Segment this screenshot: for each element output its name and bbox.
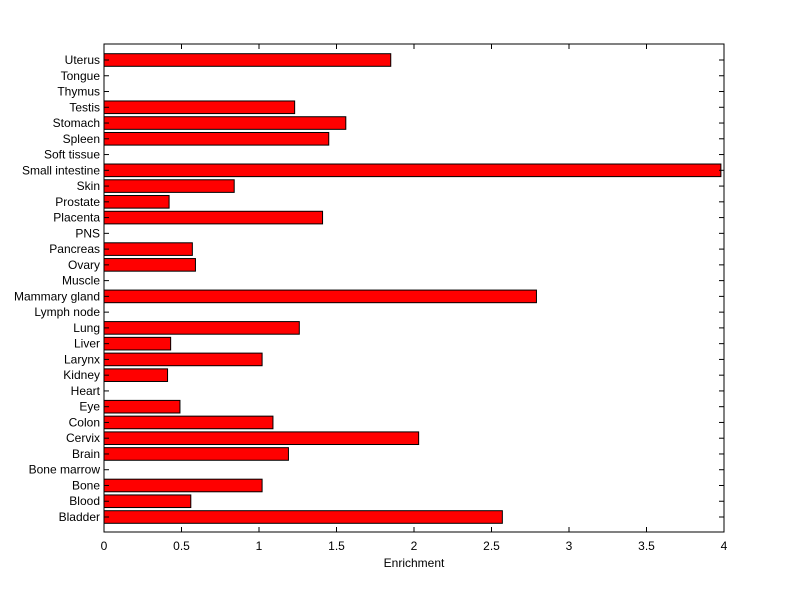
y-tick-label: Mammary gland [14,289,100,303]
bar-larynx [103,352,263,367]
bar-mammary-gland [103,289,537,304]
y-tick-label: Stomach [53,116,100,130]
y-tick-label: Prostate [55,195,100,209]
bar-spleen [103,131,330,146]
bar-brain [103,447,289,461]
x-axis-ticks: 0 0.5 1 1.5 2 2.5 3 3.5 4 [101,44,728,553]
y-tick-label: PNS [75,226,100,240]
y-tick-label: Liver [74,337,100,351]
x-tick-label: 0 [101,539,108,553]
bar-stomach [103,116,347,130]
x-tick-label: 2 [411,539,418,553]
bar-bone [103,478,263,493]
x-tick-label: 1 [256,539,263,553]
bar-kidney [103,368,169,382]
y-tick-label: Blood [69,494,100,508]
bar-eye [103,399,181,414]
x-tick-label: 2.5 [483,539,500,553]
y-tick-label: Bone [72,478,100,492]
y-tick-label: Ovary [68,258,100,272]
y-tick-label: Testis [69,100,100,114]
y-tick-label: Larynx [64,352,100,366]
y-tick-label: Colon [69,415,100,429]
y-tick-label: Uterus [65,53,100,67]
plot-frame [103,43,725,533]
y-tick-label: Bladder [59,510,100,524]
y-tick-label: Cervix [66,431,100,445]
x-tick-label: 4 [721,539,728,553]
bar-lung [103,321,300,335]
y-tick-label: Lymph node [34,305,100,319]
y-tick-label: Small intestine [22,163,100,177]
bar-skin [103,179,235,193]
bar-uterus [103,53,392,67]
x-axis-title: Enrichment [384,556,445,570]
y-tick-label: Muscle [62,274,100,288]
bar-cervix [103,431,420,446]
x-tick-label: 0.5 [173,539,190,553]
bar-ovary [103,258,196,272]
bar-blood [103,494,192,509]
y-tick-label: Bone marrow [29,463,101,477]
y-tick-label: Lung [73,321,100,335]
bar-pancreas [103,242,193,256]
y-tick-label: Pancreas [49,242,100,256]
y-tick-label: Brain [72,447,100,461]
y-tick-label: Thymus [57,85,100,99]
bar-prostate [103,195,170,209]
bar-liver [103,336,172,351]
bar-colon [103,415,274,430]
bar-testis [103,100,296,115]
x-tick-label: 3.5 [638,539,655,553]
y-tick-label: Placenta [53,211,100,225]
y-tick-label: Spleen [63,132,100,146]
bar-placenta [103,210,324,225]
y-tick-label: Kidney [63,368,100,382]
bar-bladder [103,510,503,524]
y-tick-label: Soft tissue [44,148,100,162]
x-tick-label: 1.5 [328,539,345,553]
bar-small-intestine [103,163,722,178]
y-tick-label: Tongue [61,69,101,83]
y-tick-label: Eye [79,400,100,414]
x-tick-label: 3 [566,539,573,553]
y-tick-label: Heart [71,384,101,398]
y-tick-label: Skin [77,179,100,193]
